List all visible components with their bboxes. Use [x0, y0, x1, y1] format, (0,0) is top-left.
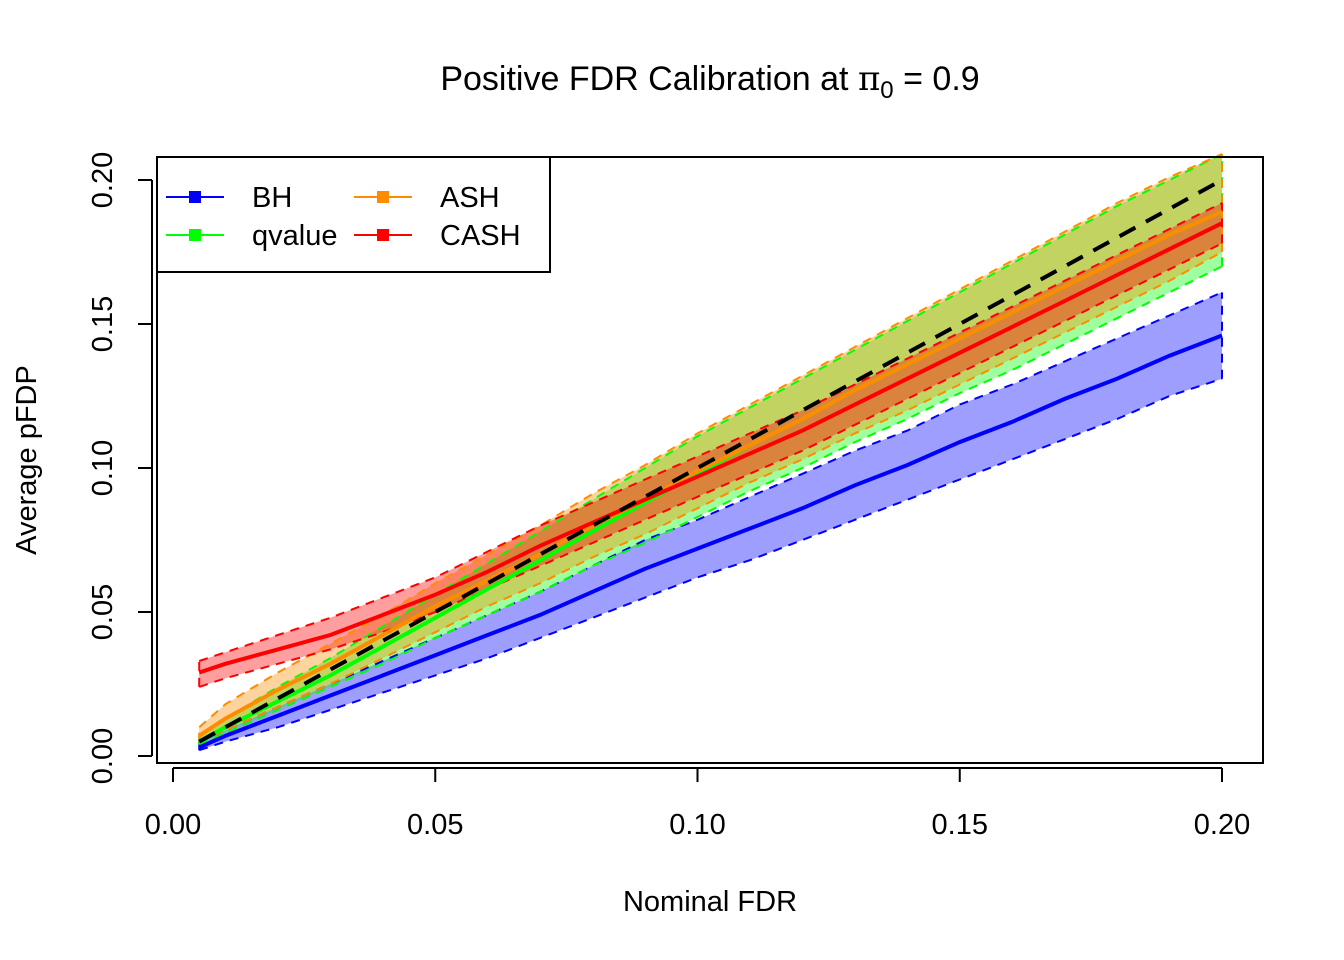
series-lines	[198, 209, 1223, 750]
x-axis-label: Nominal FDR	[623, 886, 797, 918]
legend-label: CASH	[440, 220, 521, 252]
band-bh	[199, 292, 1222, 751]
x-tick-label: 0.15	[932, 809, 988, 841]
legend-item-qvalue: qvalue	[166, 220, 337, 252]
reference-line-y-equals-x	[198, 178, 1223, 744]
lower-bound-qvalue	[198, 265, 1223, 746]
x-tick-label: 0.05	[407, 809, 463, 841]
legend-label: qvalue	[252, 220, 337, 252]
legend-square-marker-icon	[377, 229, 389, 241]
band-cash	[199, 203, 1222, 687]
y-tick-label: 0.00	[87, 728, 119, 784]
x-tick-label: 0.20	[1194, 809, 1250, 841]
y-tick-label: 0.15	[87, 296, 119, 352]
plot-frame	[156, 156, 1264, 764]
legend-item-bh: BH	[166, 182, 292, 214]
legend-square-marker-icon	[189, 229, 201, 241]
line-cash	[198, 221, 1223, 675]
legend-item-ash: ASH	[354, 182, 500, 214]
y-tick-label: 0.10	[87, 440, 119, 496]
chart-title: Positive FDR Calibration at π0 = 0.9	[440, 59, 979, 104]
legend-label: ASH	[440, 182, 500, 214]
line-bh	[198, 333, 1223, 750]
legend-label: BH	[252, 182, 292, 214]
y-axis-label: Average pFDP	[11, 365, 43, 555]
x-tick-label: 0.00	[145, 809, 201, 841]
y-axis: 0.00 0.05 0.10 0.15 0.20	[87, 152, 153, 784]
legend-box	[156, 156, 551, 273]
x-axis: 0.00 0.05 0.10 0.15 0.20	[145, 767, 1250, 841]
lower-bound-ash	[198, 251, 1223, 743]
upper-bound-qvalue	[198, 153, 1223, 737]
legend-item-cash: CASH	[354, 220, 521, 252]
lower-bound-bh	[198, 377, 1223, 752]
band-bounds	[198, 153, 1223, 752]
legend: BH qvalue ASH CASH	[156, 156, 551, 273]
lower-bound-cash	[198, 242, 1223, 688]
upper-bound-ash	[198, 153, 1223, 728]
legend-square-marker-icon	[189, 191, 201, 203]
y-tick-label: 0.05	[87, 584, 119, 640]
x-tick-label: 0.10	[669, 809, 725, 841]
line-ash	[198, 209, 1223, 738]
y-tick-label: 0.20	[87, 152, 119, 208]
legend-square-marker-icon	[377, 191, 389, 203]
